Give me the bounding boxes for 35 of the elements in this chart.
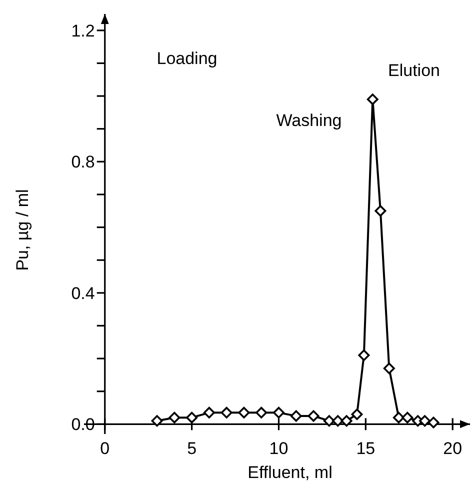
point bbox=[351, 408, 363, 420]
x-tick-label: 20 bbox=[443, 439, 462, 458]
point bbox=[151, 415, 163, 427]
x-tick-label: 5 bbox=[187, 439, 197, 458]
point bbox=[340, 415, 352, 427]
point bbox=[374, 205, 386, 217]
point bbox=[308, 410, 320, 422]
point bbox=[383, 362, 395, 374]
point bbox=[419, 415, 431, 427]
point bbox=[220, 406, 232, 418]
point bbox=[323, 415, 335, 427]
annotation: Elution bbox=[388, 61, 440, 80]
point bbox=[358, 350, 370, 361]
x-tick-label: 10 bbox=[269, 439, 288, 458]
point bbox=[238, 406, 250, 418]
y-tick-label: 0.8 bbox=[71, 152, 95, 172]
point bbox=[256, 406, 268, 418]
point bbox=[366, 94, 378, 106]
y-axis-title: Pu, µg / ml bbox=[13, 189, 32, 271]
annotation: Washing bbox=[276, 111, 342, 130]
point bbox=[168, 412, 180, 424]
point bbox=[332, 415, 344, 427]
x-tick-label: 15 bbox=[356, 439, 376, 458]
y-tick-label: 1.2 bbox=[71, 21, 95, 40]
point bbox=[272, 406, 284, 418]
point bbox=[392, 412, 404, 424]
x-axis-title: Effluent, ml bbox=[248, 463, 332, 482]
x-tick-label: 0 bbox=[100, 439, 110, 458]
point bbox=[428, 416, 440, 428]
point bbox=[203, 406, 215, 418]
point bbox=[290, 410, 302, 422]
y-tick-label: 0.4 bbox=[71, 284, 95, 303]
point bbox=[402, 412, 414, 424]
point bbox=[186, 412, 198, 424]
annotation: Loading bbox=[156, 49, 218, 68]
